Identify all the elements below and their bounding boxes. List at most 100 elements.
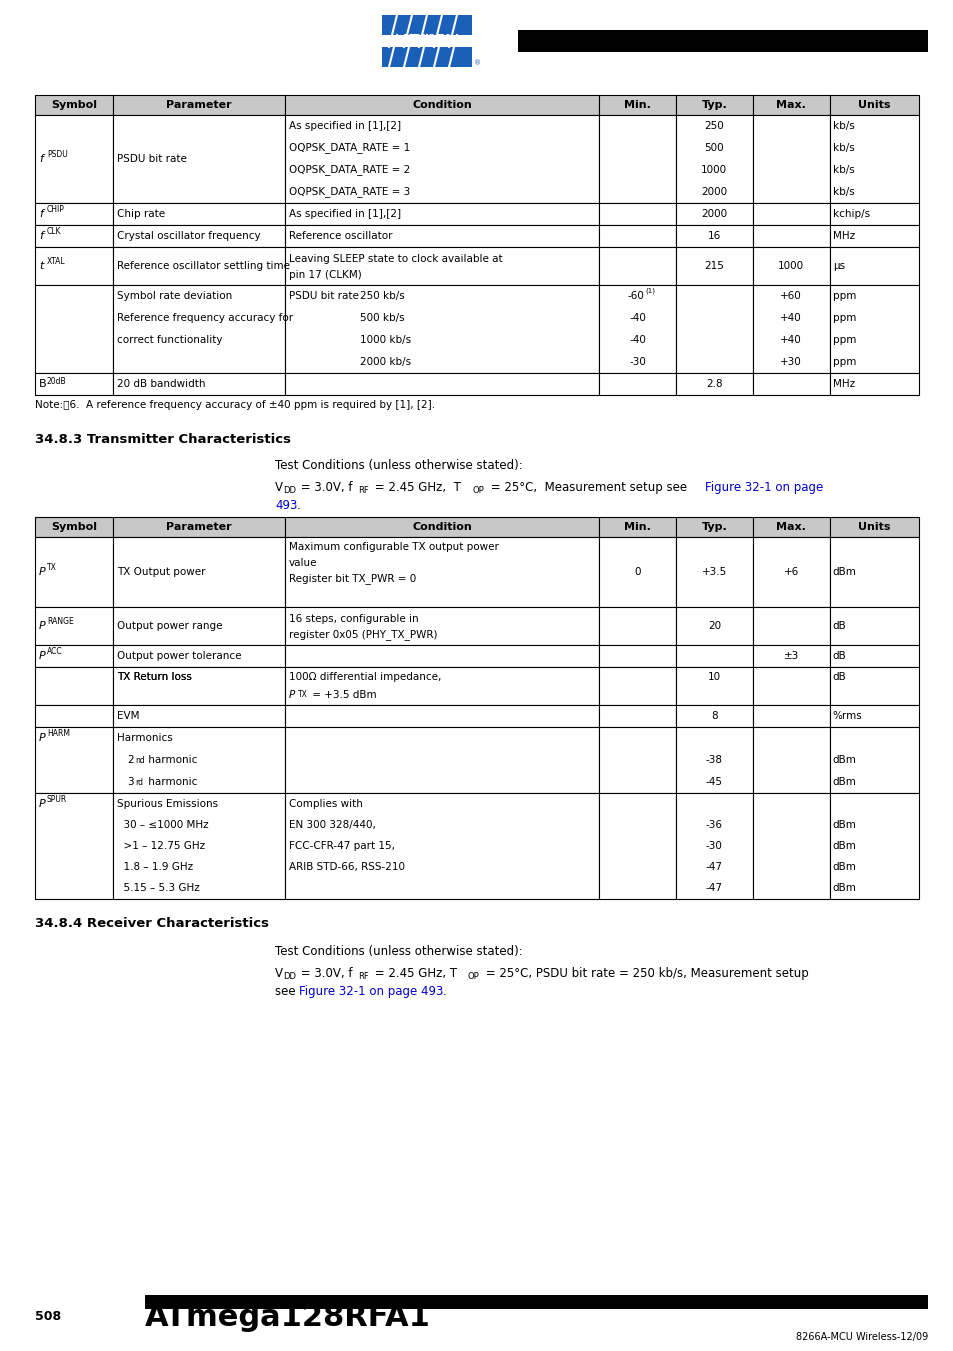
Text: dBm: dBm (832, 820, 856, 830)
Text: FCC-CFR-47 part 15,: FCC-CFR-47 part 15, (289, 842, 395, 851)
Text: V: V (274, 967, 283, 979)
Bar (285, 607, 598, 644)
Text: +40: +40 (780, 335, 801, 345)
Bar (675, 667, 752, 705)
Bar (35, 727, 112, 793)
Bar (35, 203, 112, 226)
Text: As specified in [1],[2]: As specified in [1],[2] (289, 122, 401, 131)
Text: 16: 16 (707, 231, 720, 240)
Text: 34.8.4 Receiver Characteristics: 34.8.4 Receiver Characteristics (35, 917, 269, 929)
Bar (752, 517, 829, 536)
Bar (35, 115, 112, 203)
Bar (829, 705, 918, 727)
Text: Min.: Min. (623, 100, 650, 109)
Text: PSDU bit rate: PSDU bit rate (116, 154, 187, 163)
Text: -60: -60 (626, 290, 643, 301)
Bar (829, 793, 918, 898)
Text: Reference oscillator settling time: Reference oscillator settling time (116, 261, 290, 272)
Bar (145, 1296, 927, 1309)
Bar (752, 536, 829, 607)
Text: Typ.: Typ. (700, 100, 726, 109)
Text: -47: -47 (705, 884, 722, 893)
Bar (112, 95, 285, 115)
Text: DD: DD (283, 486, 295, 494)
Text: value: value (289, 558, 317, 567)
Text: XTAL: XTAL (47, 257, 66, 266)
Bar (35, 226, 112, 247)
Text: ppm: ppm (832, 335, 855, 345)
Text: MHz: MHz (832, 380, 854, 389)
Text: = 3.0V, f: = 3.0V, f (296, 967, 352, 979)
Bar (829, 115, 918, 203)
Text: 1.8 – 1.9 GHz: 1.8 – 1.9 GHz (116, 862, 193, 873)
Text: = 2.45 GHz, T: = 2.45 GHz, T (371, 967, 456, 979)
Text: dBm: dBm (832, 755, 856, 765)
Bar (35, 644, 112, 667)
Text: P: P (39, 651, 46, 661)
Text: 34.8.3 Transmitter Characteristics: 34.8.3 Transmitter Characteristics (35, 434, 291, 446)
Text: -30: -30 (628, 357, 645, 367)
Text: Output power range: Output power range (116, 621, 222, 631)
Bar (598, 247, 675, 285)
Text: SPUR: SPUR (47, 794, 67, 804)
Text: Register bit TX_PWR = 0: Register bit TX_PWR = 0 (289, 574, 416, 585)
Text: see: see (274, 985, 299, 998)
Text: MHz: MHz (832, 231, 854, 240)
Bar (675, 203, 752, 226)
Text: 20: 20 (707, 621, 720, 631)
Bar (598, 536, 675, 607)
Text: +60: +60 (780, 290, 801, 301)
Bar (285, 727, 598, 793)
Text: P: P (39, 798, 46, 809)
Bar (598, 285, 675, 373)
Text: 10: 10 (707, 671, 720, 682)
Bar (829, 607, 918, 644)
Text: -30: -30 (705, 842, 722, 851)
Bar (598, 607, 675, 644)
Bar (35, 247, 112, 285)
Text: = 2.45 GHz,  T: = 2.45 GHz, T (371, 481, 460, 494)
Text: +3.5: +3.5 (701, 567, 726, 577)
Bar (112, 644, 285, 667)
Text: EVM: EVM (116, 711, 139, 721)
Bar (285, 226, 598, 247)
Bar (112, 536, 285, 607)
Text: = 25°C,  Measurement setup see: = 25°C, Measurement setup see (486, 481, 690, 494)
Text: B: B (39, 380, 47, 389)
Text: ACC: ACC (47, 647, 63, 657)
Text: harmonic: harmonic (145, 755, 197, 765)
Text: .: . (442, 985, 446, 998)
Text: rd: rd (134, 778, 143, 788)
Text: TX: TX (47, 563, 57, 571)
Text: -40: -40 (628, 335, 645, 345)
Text: f: f (39, 231, 43, 240)
Bar (112, 793, 285, 898)
Text: Parameter: Parameter (166, 100, 232, 109)
Text: PSDU: PSDU (47, 150, 68, 159)
Text: 3: 3 (127, 777, 133, 788)
Text: kb/s: kb/s (832, 143, 854, 153)
Text: 500 kb/s: 500 kb/s (360, 313, 404, 323)
Bar (675, 705, 752, 727)
Bar (517, 30, 927, 51)
Bar (112, 667, 285, 705)
Bar (112, 517, 285, 536)
Text: Symbol rate deviation: Symbol rate deviation (116, 290, 232, 301)
Text: P: P (39, 734, 46, 743)
Text: >1 – 12.75 GHz: >1 – 12.75 GHz (116, 842, 205, 851)
Bar (285, 536, 598, 607)
Text: Units: Units (857, 521, 890, 532)
Text: 2000 kb/s: 2000 kb/s (360, 357, 411, 367)
Bar (112, 247, 285, 285)
Text: Spurious Emissions: Spurious Emissions (116, 798, 217, 809)
Bar (112, 607, 285, 644)
Text: P: P (39, 567, 46, 577)
Bar (829, 203, 918, 226)
Bar (35, 95, 112, 115)
Text: P: P (289, 690, 295, 700)
Bar (829, 517, 918, 536)
Bar (285, 115, 598, 203)
Text: OQPSK_DATA_RATE = 1: OQPSK_DATA_RATE = 1 (289, 143, 410, 154)
Text: correct functionality: correct functionality (116, 335, 222, 345)
Text: μs: μs (832, 261, 844, 272)
